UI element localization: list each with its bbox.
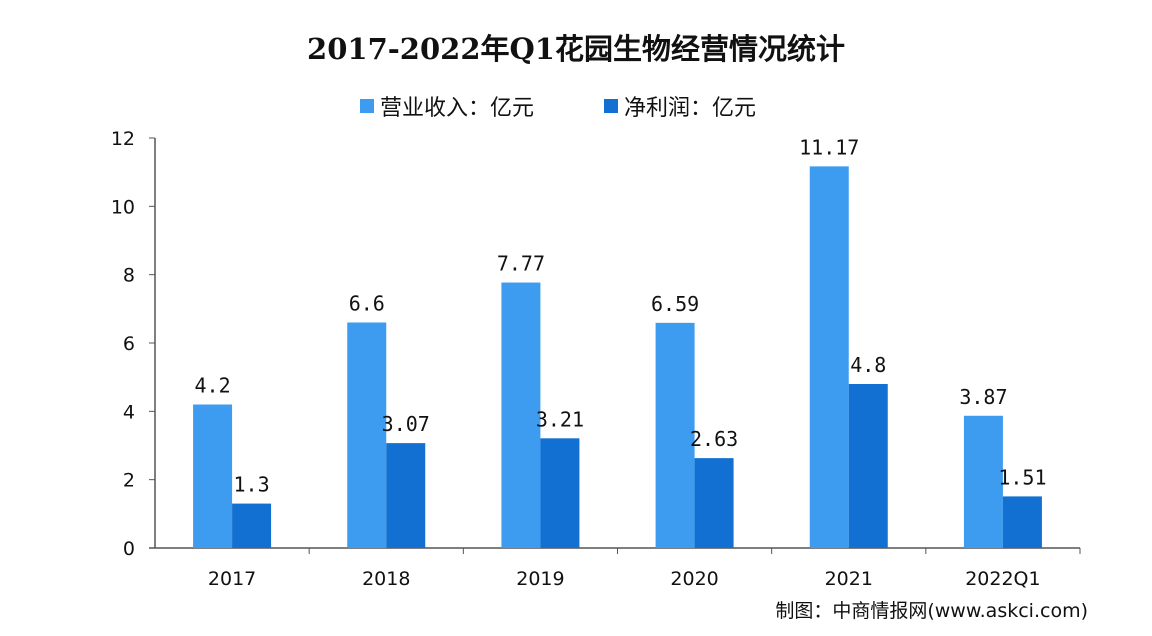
bar-revenue (809, 166, 849, 548)
bar-profit (386, 443, 426, 548)
y-tick-label: 6 (123, 333, 135, 355)
data-label: 3.21 (536, 407, 584, 431)
data-label: 4.2 (195, 374, 231, 398)
y-tick-label: 4 (123, 401, 135, 423)
bar-revenue (655, 322, 695, 548)
x-tick-label: 2019 (516, 568, 564, 590)
legend-label-profit: 净利润：亿元 (624, 96, 757, 121)
x-tick-label: 2022Q1 (965, 568, 1040, 590)
bar-profit (232, 503, 272, 548)
y-tick-label: 2 (123, 470, 135, 492)
y-tick-label: 0 (123, 538, 135, 560)
source-note: 制图：中商情报网(www.askci.com) (775, 600, 1088, 622)
data-label: 6.6 (349, 292, 385, 316)
bar-revenue (193, 404, 233, 548)
bar-profit (1002, 496, 1042, 548)
data-label: 6.59 (651, 292, 699, 316)
legend: 营业收入：亿元 净利润：亿元 (360, 90, 756, 122)
bar-profit (848, 384, 888, 548)
x-tick-label: 2017 (208, 568, 256, 590)
bar-revenue (963, 415, 1003, 548)
y-tick-label: 12 (111, 128, 135, 150)
y-tick-label: 8 (123, 265, 135, 287)
bar-profit (540, 438, 580, 548)
x-tick-label: 2020 (670, 568, 718, 590)
legend-swatch-profit (604, 99, 619, 113)
data-label: 7.77 (497, 252, 545, 276)
legend-swatch-revenue (360, 99, 374, 113)
data-label: 3.87 (959, 385, 1007, 409)
chart-title: 2017-2022年Q1花园生物经营情况统计 (307, 32, 845, 66)
data-label: 1.51 (998, 465, 1046, 489)
legend-label-revenue: 营业收入：亿元 (380, 96, 535, 121)
legend-item-revenue: 营业收入：亿元 (360, 90, 534, 122)
y-tick-label: 10 (111, 196, 135, 218)
data-label: 2.63 (690, 427, 738, 451)
x-tick-label: 2021 (825, 568, 873, 590)
bar-revenue (501, 282, 541, 548)
bar-revenue (347, 322, 387, 548)
legend-item-profit: 净利润：亿元 (604, 90, 756, 122)
data-label: 3.07 (382, 412, 430, 436)
bar-profit (694, 458, 734, 548)
x-tick-label: 2018 (362, 568, 410, 590)
data-label: 4.8 (850, 353, 886, 377)
data-label: 11.17 (799, 135, 859, 159)
data-label: 1.3 (234, 473, 270, 497)
